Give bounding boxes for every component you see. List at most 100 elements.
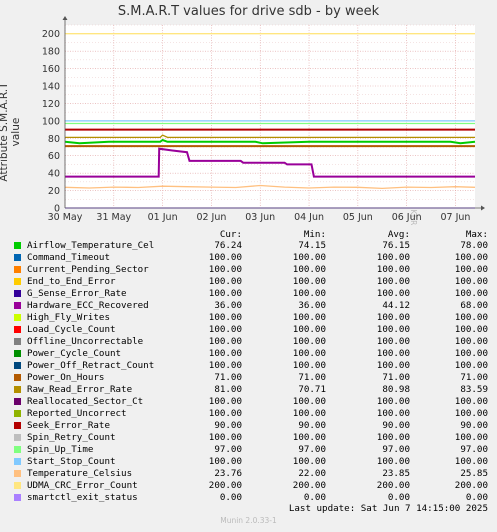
legend-avg: 100.00 xyxy=(376,348,410,359)
legend-min: 100.00 xyxy=(292,396,326,407)
legend-row: G_Sense_Error_Rate 100.00 100.00 100.00 100.… xyxy=(0,288,497,300)
legend-min: 100.00 xyxy=(292,276,326,287)
legend-row: End_to_End_Error 100.00 100.00 100.00 100.00 xyxy=(0,276,497,288)
legend-row: Temperature_Celsius 23.76 22.00 23.85 25.85 xyxy=(0,468,497,480)
munin-version: Munin 2.0.33-1 xyxy=(220,516,277,525)
legend-avg: 44.12 xyxy=(382,300,410,311)
legend-name: Power_On_Hours xyxy=(27,372,105,383)
legend-max: 100.00 xyxy=(454,336,488,347)
legend-cur: 100.00 xyxy=(208,348,242,359)
legend-header-cur: Cur: xyxy=(219,229,242,240)
legend-name: Current_Pending_Sector xyxy=(27,264,149,275)
legend-min: 90.00 xyxy=(298,420,326,431)
legend-max: 71.00 xyxy=(460,372,488,383)
legend-row: High_Fly_Writes 100.00 100.00 100.00 100.00 xyxy=(0,312,497,324)
chart-plot: 0 20 40 60 80 100 120 140 160 180 200 30 May 31 May 0… xyxy=(42,16,485,223)
legend-max: 83.59 xyxy=(460,384,488,395)
legend-row: Start_Stop_Count 100.00 100.00 100.00 100.00 xyxy=(0,456,497,468)
legend-cur: 100.00 xyxy=(208,276,242,287)
legend-min: 36.00 xyxy=(298,300,326,311)
legend-row: Spin_Up_Time 97.00 97.00 97.00 97.00 xyxy=(0,444,497,456)
legend-max: 100.00 xyxy=(454,408,488,419)
legend-name: Offline_Uncorrectable xyxy=(27,336,144,347)
legend-row: Power_On_Hours 71.00 71.00 71.00 71.00 xyxy=(0,372,497,384)
legend-avg: 100.00 xyxy=(376,336,410,347)
legend-swatch xyxy=(14,362,21,369)
legend-avg: 100.00 xyxy=(376,288,410,299)
legend-cur: 100.00 xyxy=(208,336,242,347)
legend-cur: 36.00 xyxy=(214,300,242,311)
legend-avg: 90.00 xyxy=(382,420,410,431)
legend-cur: 0.00 xyxy=(219,492,242,503)
legend-min: 100.00 xyxy=(292,432,326,443)
legend-max: 200.00 xyxy=(454,480,488,491)
legend-swatch xyxy=(14,242,21,249)
legend-swatch xyxy=(14,386,21,393)
y-tick-label: 100 xyxy=(42,116,60,127)
legend-name: Reported_Uncorrect xyxy=(27,408,127,419)
y-tick-label: 20 xyxy=(48,186,60,197)
y-tick-label: 40 xyxy=(48,169,60,180)
y-tick-label: 80 xyxy=(48,134,60,145)
legend-max: 100.00 xyxy=(454,432,488,443)
legend-row: Seek_Error_Rate 90.00 90.00 90.00 90.00 xyxy=(0,420,497,432)
legend-avg: 0.00 xyxy=(387,492,410,503)
legend-cur: 100.00 xyxy=(208,360,242,371)
legend-swatch xyxy=(14,254,21,261)
legend-header-min: Min: xyxy=(303,229,326,240)
legend-cur: 81.00 xyxy=(214,384,242,395)
legend-swatch xyxy=(14,446,21,453)
chart-title: S.M.A.R.T values for drive sdb - by week xyxy=(117,4,380,19)
legend-cur: 100.00 xyxy=(208,432,242,443)
legend-max: 78.00 xyxy=(460,240,488,251)
legend-cur: 100.00 xyxy=(208,252,242,263)
legend-row: Airflow_Temperature_Cel 76.24 74.15 76.15 78… xyxy=(0,240,497,252)
legend-name: Load_Cycle_Count xyxy=(27,324,116,335)
legend-min: 100.00 xyxy=(292,336,326,347)
legend-min: 100.00 xyxy=(292,312,326,323)
x-tick-label: 31 May xyxy=(96,212,131,223)
legend-max: 100.00 xyxy=(454,396,488,407)
legend-cur: 71.00 xyxy=(214,372,242,383)
legend-name: End_to_End_Error xyxy=(27,276,116,287)
legend-swatch xyxy=(14,338,21,345)
legend-max: 100.00 xyxy=(454,348,488,359)
legend-max: 100.00 xyxy=(454,288,488,299)
legend-max: 100.00 xyxy=(454,360,488,371)
legend-swatch xyxy=(14,482,21,489)
legend-swatch xyxy=(14,350,21,357)
legend-avg: 23.85 xyxy=(382,468,410,479)
legend-row: Power_Off_Retract_Count 100.00 100.00 100.0… xyxy=(0,360,497,372)
legend-cur: 100.00 xyxy=(208,312,242,323)
legend-name: UDMA_CRC_Error_Count xyxy=(27,480,138,491)
legend-min: 100.00 xyxy=(292,324,326,335)
legend-avg: 100.00 xyxy=(376,324,410,335)
legend-avg: 71.00 xyxy=(382,372,410,383)
x-tick-label: 01 Jun xyxy=(148,212,178,223)
legend-name: Raw_Read_Error_Rate xyxy=(27,384,133,395)
series-line-airflow-temperature-cel xyxy=(64,138,476,145)
legend-max: 100.00 xyxy=(454,324,488,335)
legend-cur: 90.00 xyxy=(214,420,242,431)
legend-max: 100.00 xyxy=(454,276,488,287)
legend-name: Command_Timeout xyxy=(27,252,110,263)
legend-row: Reallocated_Sector_Ct 100.00 100.00 100.00 1… xyxy=(0,396,497,408)
legend-avg: 200.00 xyxy=(376,480,410,491)
x-tick-label: 05 Jun xyxy=(343,212,373,223)
legend-min: 100.00 xyxy=(292,348,326,359)
legend-swatch xyxy=(14,290,21,297)
legend-name: smartctl_exit_status xyxy=(27,492,138,503)
legend-swatch xyxy=(14,434,21,441)
legend-swatch xyxy=(14,302,21,309)
legend-cur: 100.00 xyxy=(208,324,242,335)
x-axis-arrow xyxy=(481,205,485,211)
legend-cur: 100.00 xyxy=(208,288,242,299)
legend-avg: 100.00 xyxy=(376,312,410,323)
legend-name: G_Sense_Error_Rate xyxy=(27,288,127,299)
legend-row: smartctl_exit_status 0.00 0.00 0.00 0.00 xyxy=(0,492,497,504)
legend-name: High_Fly_Writes xyxy=(27,312,110,323)
plot-area xyxy=(65,25,475,208)
legend-name: Hardware_ECC_Recovered xyxy=(27,300,149,311)
legend-row: Command_Timeout 100.00 100.00 100.00 100.00 xyxy=(0,252,497,264)
legend-header: Cur: Min: Avg: Max: xyxy=(0,229,497,241)
